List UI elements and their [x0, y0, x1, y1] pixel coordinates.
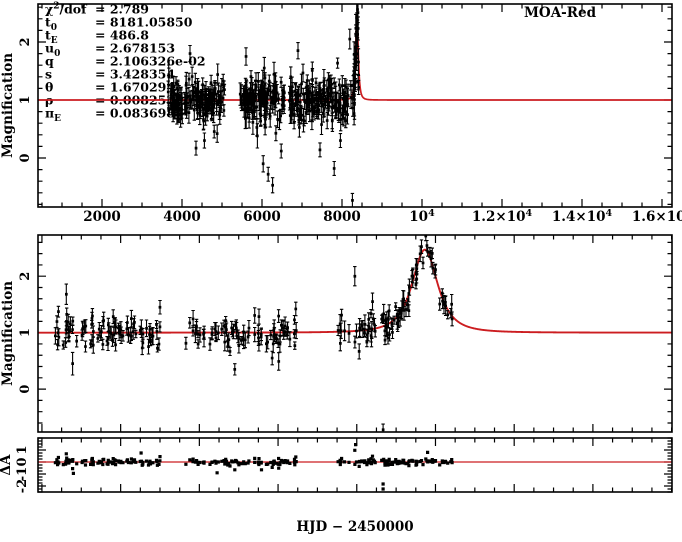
param-post: /dof	[60, 2, 89, 17]
resid-data-points	[53, 443, 454, 491]
xtick-text: 1.2×10	[472, 209, 526, 225]
param-sub: E	[54, 114, 61, 124]
param-value: = 0.083698	[95, 106, 175, 121]
resid-ytick-label: 0	[15, 457, 30, 466]
top-axis-ticks	[38, 4, 672, 207]
param-symbol: t	[45, 15, 51, 30]
top-ytick-label: 0	[18, 153, 33, 162]
xtick-text: 8000	[323, 209, 361, 225]
top-xtick-label: 1.6×104	[632, 208, 682, 225]
param-sub: E	[51, 36, 58, 46]
param-sub: 0	[51, 23, 57, 33]
bottom-data-layer	[38, 235, 672, 432]
resid-ytick-label: -1	[15, 467, 30, 481]
top-error-bars	[166, 4, 361, 207]
xtick-text: 10	[409, 209, 428, 225]
bottom-ytick-label: 2	[18, 272, 33, 281]
param-value: = 486.8	[95, 28, 149, 43]
xtick-sup: 4	[428, 208, 435, 219]
fit-parameter-line: s = 3.428354	[45, 67, 175, 82]
fit-parameter-line: tE = 486.8	[45, 28, 149, 47]
top-xtick-label: 1.4×104	[552, 208, 613, 225]
resid-panel: 1 0-1-2ΔA	[0, 437, 673, 493]
resid-axis-ticks	[38, 437, 673, 493]
fit-parameter-line: u0 = 2.678153	[45, 41, 175, 60]
fit-parameter-line: θ = 1.670294	[45, 80, 175, 95]
xtick-sup: 4	[525, 208, 532, 219]
bottom-frame	[37, 234, 673, 433]
param-symbol: s	[45, 67, 52, 82]
xtick-text: 6000	[243, 209, 281, 225]
top-ytick-label: 2	[18, 37, 33, 46]
fit-parameter-line: q = 2.106326e-02	[45, 54, 206, 69]
param-symbol: θ	[45, 80, 53, 95]
top-xtick-label: 2000	[83, 209, 121, 225]
fit-parameter-line: πE = 0.083698	[45, 106, 175, 125]
resid-ylabel: ΔA	[0, 454, 14, 475]
param-value: = 2.678153	[95, 41, 175, 56]
bottom-axis-ticks	[38, 235, 673, 432]
top-ytick-label: 1	[18, 95, 33, 104]
top-xtick-label: 4000	[163, 209, 201, 225]
bottom-ylabel: Magnification	[0, 281, 16, 386]
resid-ytick-label: -2	[15, 479, 30, 493]
param-value: = 8181.05850	[95, 15, 193, 30]
resid-data-layer	[38, 443, 672, 491]
top-xtick-label: 8000	[323, 209, 361, 225]
xtick-text: 2000	[83, 209, 121, 225]
param-value: = 2.106326e-02	[95, 54, 206, 69]
param-symbol: q	[45, 54, 54, 69]
param-symbol: π	[45, 106, 54, 121]
fit-parameter-line: χ2/dof = 2.789	[45, 2, 149, 17]
xtick-text: 4000	[163, 209, 201, 225]
param-value: = 1.670294	[95, 80, 175, 95]
param-sup: 2	[53, 2, 59, 12]
param-symbol: t	[45, 28, 51, 43]
top-xtick-label: 1.2×104	[472, 208, 533, 225]
top-ylabel: Magnification	[0, 53, 16, 158]
bottom-model-curve	[38, 248, 672, 334]
top-data-points	[166, 8, 360, 202]
top-panel: 20004000600080001041.2×1041.4×1041.6×104…	[0, 2, 682, 226]
xtick-text: 1.4×10	[552, 209, 606, 225]
param-symbol: χ	[45, 2, 53, 17]
xtick-sup: 4	[605, 208, 612, 219]
resid-ytick-label: 1	[15, 445, 30, 454]
fit-parameter-line: t0 = 8181.05850	[45, 15, 193, 34]
top-xtick-label: 104	[409, 208, 435, 225]
top-data-layer	[38, 4, 672, 207]
param-symbol: u	[45, 41, 54, 56]
param-sub: 0	[54, 49, 60, 59]
xtick-text: 1.6×10	[632, 209, 682, 225]
top-frame	[37, 3, 673, 208]
x-axis-title: HJD − 2450000	[296, 519, 413, 535]
top-xtick-label: 6000	[243, 209, 281, 225]
dataset-badge: MOA-Red	[524, 5, 597, 21]
bottom-ytick-label: 1	[18, 328, 33, 337]
param-value: = 3.428354	[95, 67, 175, 82]
bottom-ytick-label: 0	[18, 385, 33, 394]
resid-frame	[37, 437, 673, 493]
param-value: = 2.789	[95, 2, 149, 17]
